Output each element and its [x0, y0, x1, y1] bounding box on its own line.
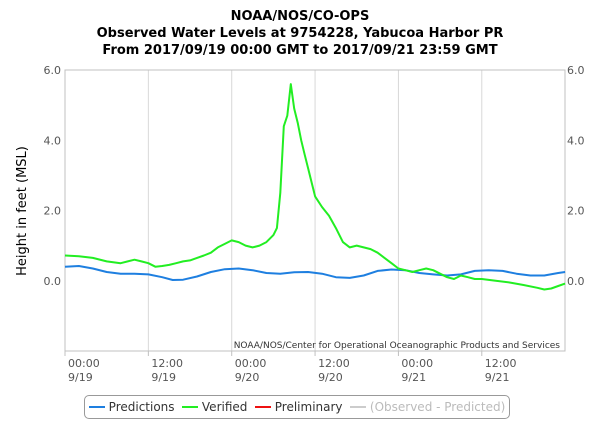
x-tick-label-date-0: 9/19	[68, 371, 93, 384]
chart-title-line1: NOAA/NOS/CO-OPS	[230, 9, 370, 24]
series-line-predictions	[64, 265, 566, 281]
legend-label-verified: Verified	[201, 400, 248, 414]
y-tick-label-right-2: 4.0	[567, 134, 585, 147]
y-axis-right: 0.0 2.0 4.0 6.0	[567, 64, 585, 288]
x-tick-label-time-5: 12:00	[485, 357, 517, 370]
x-tick-label-date-4: 9/21	[401, 371, 426, 384]
legend-label-preliminary: Preliminary	[274, 400, 343, 414]
y-tick-label-right-1: 2.0	[567, 205, 585, 218]
x-tick-label-date-1: 9/19	[151, 371, 176, 384]
x-tick-label-time-2: 00:00	[235, 357, 267, 370]
y-tick-label-right-3: 6.0	[567, 64, 585, 77]
series-line-verified	[64, 83, 566, 291]
chart-title-line3: From 2017/09/19 00:00 GMT to 2017/09/21 …	[102, 43, 498, 58]
legend-swatch-observed-minus-predicted	[349, 406, 366, 408]
legend-item-preliminary[interactable]: Preliminary	[254, 400, 343, 414]
x-tick-label-date-2: 9/20	[235, 371, 260, 384]
x-tick-label-time-3: 12:00	[318, 357, 350, 370]
y-tick-label-left-0: 0.0	[44, 275, 62, 288]
y-axis-left: 0.0 2.0 4.0 6.0	[44, 64, 62, 288]
legend-label-predictions: Predictions	[108, 400, 175, 414]
y-tick-label-left-1: 2.0	[44, 205, 62, 218]
grid-lines	[64, 70, 483, 351]
x-tick-label-date-5: 9/21	[485, 371, 510, 384]
x-tick-label-date-3: 9/20	[318, 371, 343, 384]
x-axis: 00:009/1912:009/1900:009/2012:009/2000:0…	[64, 351, 517, 384]
legend-swatch-preliminary	[254, 406, 271, 408]
y-tick-label-left-3: 6.0	[44, 64, 62, 77]
legend-item-observed-minus-predicted[interactable]: (Observed - Predicted)	[349, 400, 506, 414]
legend: Predictions Verified Preliminary (Observ…	[84, 395, 510, 419]
legend-swatch-verified	[181, 406, 198, 408]
series-layer	[64, 83, 566, 291]
credit-text: NOAA/NOS/Center for Operational Oceanogr…	[234, 341, 561, 351]
x-tick-label-time-0: 00:00	[68, 357, 100, 370]
y-tick-label-left-2: 4.0	[44, 134, 62, 147]
legend-label-observed-minus-predicted: (Observed - Predicted)	[369, 400, 506, 414]
y-tick-label-right-0: 0.0	[567, 275, 585, 288]
chart-title-line2: Observed Water Levels at 9754228, Yabuco…	[96, 26, 504, 41]
x-tick-label-time-4: 00:00	[401, 357, 433, 370]
legend-item-predictions[interactable]: Predictions	[88, 400, 175, 414]
legend-swatch-predictions	[88, 406, 105, 408]
y-axis-label: Height in feet (MSL)	[15, 146, 30, 276]
x-tick-label-time-1: 12:00	[151, 357, 183, 370]
legend-item-verified[interactable]: Verified	[181, 400, 248, 414]
